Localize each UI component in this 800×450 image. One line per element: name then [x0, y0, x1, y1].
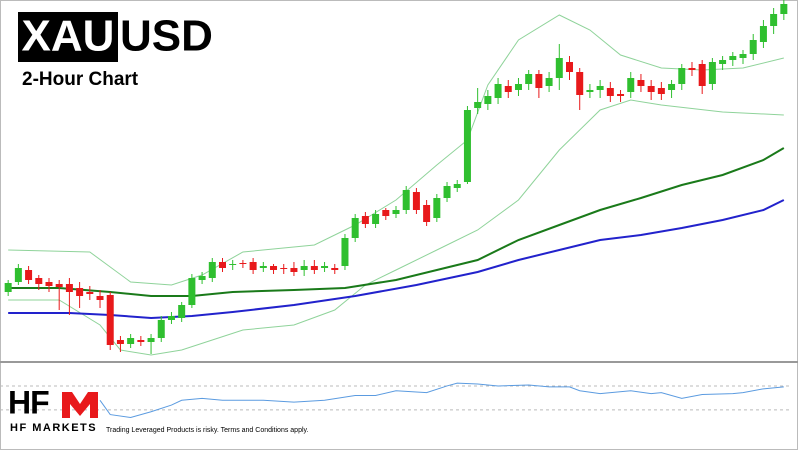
- candle-body: [423, 205, 431, 222]
- candle-body: [770, 14, 778, 26]
- candle-body: [780, 4, 788, 14]
- disclaimer: Trading Leveraged Products is risky. Ter…: [106, 427, 309, 434]
- candle-body: [698, 64, 706, 86]
- candle-body: [555, 58, 563, 78]
- oscillator-line: [99, 382, 784, 418]
- candle-body: [678, 68, 686, 84]
- price-panel: [4, 0, 788, 356]
- candle-body: [729, 56, 737, 60]
- candle-body: [106, 295, 114, 345]
- candle-body: [596, 86, 604, 90]
- candle-body: [606, 88, 614, 96]
- candle-body: [35, 278, 43, 284]
- candle-body: [167, 316, 175, 320]
- candle-body: [525, 74, 533, 84]
- candle-body: [361, 216, 369, 224]
- candle-body: [137, 340, 145, 342]
- candle-body: [443, 186, 451, 198]
- candle-body: [178, 305, 186, 318]
- symbol-highlight: XAU: [22, 12, 115, 61]
- candle-body: [372, 214, 380, 224]
- candle-body: [719, 60, 727, 64]
- candle-body: [514, 84, 522, 90]
- candle-body: [341, 238, 349, 266]
- candle-body: [249, 262, 257, 270]
- candle-body: [259, 266, 267, 268]
- candle-body: [474, 102, 482, 108]
- candle-body: [229, 264, 237, 265]
- logo-mark: [62, 392, 98, 418]
- candle-body: [576, 72, 584, 95]
- candle-body: [157, 320, 165, 338]
- candle-body: [310, 266, 318, 270]
- candle-body: [586, 90, 594, 92]
- candle-body: [116, 340, 124, 344]
- candle-body: [627, 78, 635, 92]
- candle-body: [280, 268, 288, 269]
- candle-body: [412, 192, 420, 210]
- candle-body: [433, 198, 441, 218]
- candle-body: [65, 284, 73, 292]
- brand: HF MARKETS: [10, 422, 97, 434]
- candle-body: [688, 68, 696, 70]
- candle-body: [300, 266, 308, 270]
- candle-body: [535, 74, 543, 88]
- candle-body: [494, 84, 502, 98]
- indicator-line: [8, 14, 784, 286]
- candle-body: [402, 190, 410, 210]
- candle-body: [463, 110, 471, 182]
- symbol-box: [18, 12, 118, 62]
- candle-body: [86, 292, 94, 294]
- candle-body: [453, 184, 461, 188]
- candle-body: [657, 88, 665, 94]
- candle-body: [382, 210, 390, 216]
- candle-body: [25, 270, 33, 280]
- subtitle: 2-Hour Chart: [22, 69, 139, 90]
- symbol-rest: USD: [120, 12, 213, 61]
- candle-body: [759, 26, 767, 42]
- candle-body: [668, 84, 676, 90]
- candle-body: [484, 96, 492, 104]
- candle-body: [392, 210, 400, 214]
- candle-body: [739, 54, 747, 58]
- candle-body: [198, 276, 206, 280]
- candle-body: [749, 40, 757, 54]
- candle-body: [14, 268, 22, 282]
- logo-text: HF: [8, 384, 49, 420]
- candle-body: [331, 268, 339, 270]
- candle-body: [45, 282, 53, 286]
- oscillator-panel: [0, 382, 792, 418]
- candle-body: [321, 266, 329, 268]
- candle-body: [76, 288, 84, 296]
- candle-body: [545, 78, 553, 86]
- candle-body: [290, 268, 298, 272]
- candle-body: [351, 218, 359, 238]
- candle-body: [188, 278, 196, 305]
- candle-body: [127, 338, 135, 344]
- indicator-line: [8, 147, 785, 297]
- candle-body: [270, 266, 278, 270]
- candle-body: [647, 86, 655, 92]
- candle-body: [637, 80, 645, 86]
- candle-body: [239, 263, 247, 264]
- indicator-line: [8, 199, 785, 320]
- candle-body: [566, 62, 574, 72]
- candle-body: [147, 338, 155, 342]
- candle-body: [504, 86, 512, 92]
- candle-body: [55, 284, 63, 287]
- candle-body: [708, 62, 716, 84]
- candle-body: [208, 262, 216, 278]
- candle-body: [4, 283, 12, 292]
- candle-body: [218, 262, 226, 268]
- candle-body: [96, 296, 104, 300]
- candle-body: [617, 94, 625, 96]
